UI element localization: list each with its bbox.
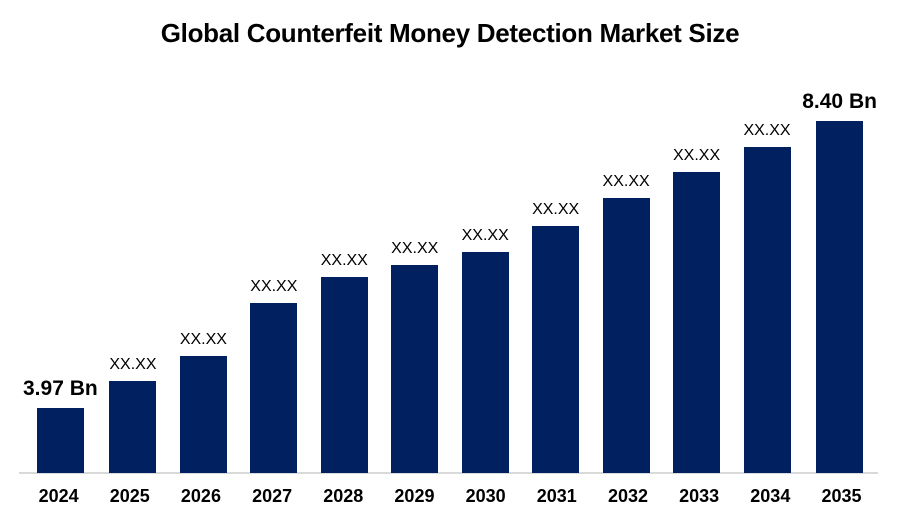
bar-column-2027: XX.XX: [239, 53, 309, 473]
bar-value-label-2032: XX.XX: [602, 173, 650, 191]
x-axis-labels: 2024 2025 2026 2027 2028 2029 2030 2031 2032 2033…: [23, 486, 877, 506]
x-tick-2024: 2024: [38, 486, 79, 506]
bar-value-label-2026: XX.XX: [179, 331, 227, 349]
x-tick-2029: 2029: [394, 486, 435, 506]
bar-2026: [179, 356, 227, 473]
bar-2028: [320, 277, 368, 473]
x-tick-2033: 2033: [679, 486, 720, 506]
bar-column-2031: XX.XX: [520, 53, 590, 473]
x-tick-2035: 2035: [821, 486, 862, 506]
bar-value-label-2029: XX.XX: [391, 240, 439, 258]
bar-value-label-2025: XX.XX: [109, 356, 157, 374]
bar-value-label-2030: XX.XX: [461, 227, 509, 245]
bar-column-2034: XX.XX: [732, 53, 802, 473]
bar-column-2024: 3.97 Bn: [23, 53, 98, 473]
bar-value-label-2027: XX.XX: [250, 278, 298, 296]
bar-2034: [743, 147, 791, 473]
bar-2027: [250, 303, 298, 473]
x-tick-2027: 2027: [252, 486, 293, 506]
bar-value-label-2031: XX.XX: [532, 201, 580, 219]
bars-container: 3.97 Bn XX.XX XX.XX XX.XX XX.XX XX.XX XX.XX XX.…: [23, 53, 877, 473]
chart-title: Global Counterfeit Money Detection Marke…: [160, 18, 740, 48]
x-axis-line: [19, 472, 878, 474]
bar-column-2029: XX.XX: [380, 53, 450, 473]
bar-column-2032: XX.XX: [591, 53, 661, 473]
bar-column-2035: 8.40 Bn: [802, 53, 877, 473]
bar-value-label-2033: XX.XX: [672, 147, 721, 165]
bar-2025: [109, 381, 157, 473]
x-tick-2031: 2031: [536, 486, 577, 506]
x-tick-2028: 2028: [323, 486, 364, 506]
bar-column-2028: XX.XX: [309, 53, 379, 473]
bar-column-2025: XX.XX: [98, 53, 168, 473]
bar-2029: [391, 265, 439, 473]
x-tick-2034: 2034: [750, 486, 791, 506]
bar-2033: [673, 172, 721, 473]
bar-column-2030: XX.XX: [450, 53, 520, 473]
bar-2035: [816, 121, 864, 473]
bar-value-label-2028: XX.XX: [320, 252, 368, 270]
x-tick-2030: 2030: [465, 486, 506, 506]
x-tick-2026: 2026: [180, 486, 221, 506]
bar-2031: [532, 226, 580, 473]
bar-2032: [602, 198, 650, 473]
bar-column-2033: XX.XX: [661, 53, 731, 473]
bar-2030: [461, 252, 509, 473]
bar-value-label-2035: 8.40 Bn: [802, 89, 877, 113]
x-tick-2032: 2032: [607, 486, 648, 506]
bar-column-2026: XX.XX: [168, 53, 238, 473]
bar-value-label-2034: XX.XX: [743, 122, 791, 140]
x-tick-2025: 2025: [109, 486, 150, 506]
bar-2024: [36, 408, 84, 473]
bar-value-label-2024: 3.97 Bn: [23, 376, 98, 400]
plot-area: 3.97 Bn XX.XX XX.XX XX.XX XX.XX XX.XX XX.XX XX.…: [19, 53, 878, 474]
